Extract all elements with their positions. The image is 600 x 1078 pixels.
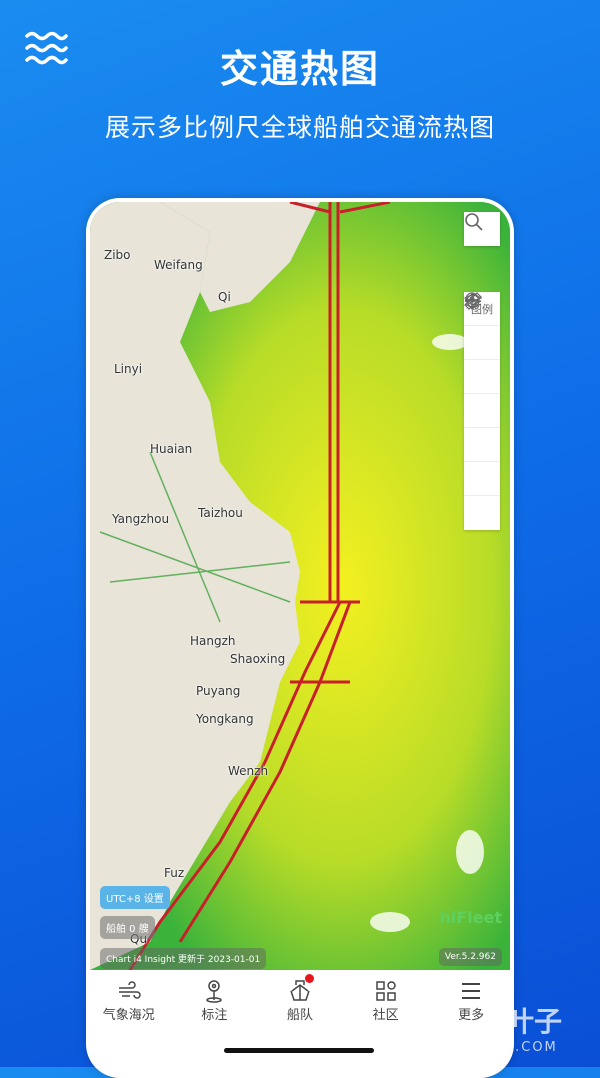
map-label: Weifang [154,258,203,272]
page-title: 交通热图 [219,47,380,91]
map-label: Yongkang [196,712,254,726]
location-button[interactable] [464,292,500,394]
nav-community[interactable]: 社区 [343,970,429,1030]
home-indicator [224,1048,374,1053]
map-label: Yangzhou [112,512,170,526]
map-label: Puyang [196,684,241,698]
timezone-button[interactable]: UTC+8 设置 [100,886,170,909]
map-label: Hangzh [190,634,236,648]
search-icon [465,213,483,231]
phone-frame: Zibo Weifang Qi Linyi Huaian Yangzhou Ta… [86,198,514,1078]
map-label: Linyi [114,362,143,376]
crosshair-icon [465,293,481,309]
page-subtitle: 展示多比例尺全球船舶交通流热图 [104,113,495,142]
map-label: Huaian [150,442,193,456]
search-button[interactable] [464,212,500,246]
ship-icon [290,980,310,1001]
map-pin-icon [206,980,223,1003]
map-label: Wenzh [228,764,269,778]
map-label: Taizhou [198,506,243,520]
locate-button[interactable] [464,293,500,462]
notification-badge [305,974,315,983]
nav-weather[interactable]: 气象海况 [86,970,172,1030]
map-label: Zibo [104,248,131,262]
nav-fleet[interactable]: 船队 [257,970,343,1030]
ship-count: 船舶 0 艘 [100,916,155,939]
nav-marker[interactable]: 标注 [172,970,258,1030]
minus-icon [465,299,479,301]
layers-button[interactable] [464,293,500,360]
map-toolbar: 图例 [464,292,500,530]
measure-button[interactable] [464,292,500,428]
map-label: Qi [218,290,231,304]
bottom-nav: 气象海况 标注 船队 社区 更多 [86,970,514,1030]
waves-menu-icon[interactable] [24,30,68,66]
menu-icon [462,983,481,999]
map-label: Shaoxing [230,652,286,666]
heatmap-layer [90,202,510,970]
zoom-out-button[interactable] [464,299,500,530]
wind-icon [118,981,141,999]
chart-source: Chart i4 Insight 更新于 2023-01-01 [100,948,267,969]
heatmap-map[interactable]: Zibo Weifang Qi Linyi Huaian Yangzhou Ta… [90,202,510,970]
zoom-in-button[interactable] [464,293,500,496]
hifleet-logo: hiFleet [439,908,502,927]
grid-icon [375,981,396,1001]
version-label: Ver.5.2.962 [438,948,502,966]
watermark: 七叶子 7YZ.COM [478,1005,563,1055]
nav-more[interactable]: 更多 [428,970,514,1030]
map-label: Fuz [164,866,185,880]
